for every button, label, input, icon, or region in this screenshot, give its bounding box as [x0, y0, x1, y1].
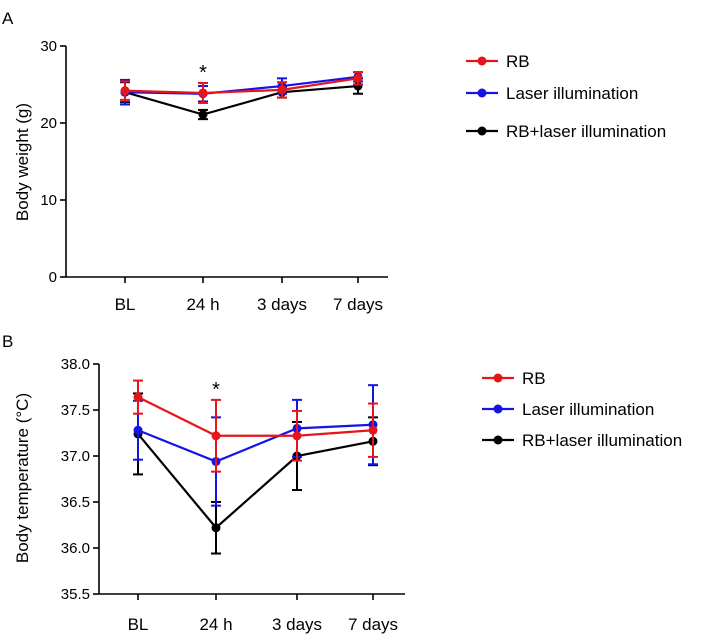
panel-b-letter: B [2, 332, 13, 351]
panel-a-series-rb-laser-illumination [120, 77, 363, 121]
panel-b-y-tick-label: 37.0 [61, 448, 90, 465]
panel-a-series-line [124, 77, 359, 95]
panel-b-data-point [211, 523, 221, 533]
panel-a-legend-label: RB [506, 52, 530, 71]
panel-b-legend-label: RB [522, 369, 546, 388]
panel-b-plot-area: 35.5 36.0 36.5 37.0 37.5 38.0 BL 24 h 3 days 7 da… [61, 356, 405, 634]
panel-a-y-axis-title: Body weight (g) [13, 103, 32, 221]
panel-b-y-axis-title: Body temperature (°C) [13, 393, 32, 563]
panel-b-significance-asterisk: * [212, 379, 220, 401]
panel-b-y-tick-label: 37.5 [61, 402, 90, 419]
panel-a-x-tick-label: 7 days [333, 295, 383, 314]
panel-a-data-point [353, 73, 363, 83]
panel-a-y-tick-label: 30 [40, 38, 57, 55]
panel-b-y-tick-label: 38.0 [61, 356, 90, 373]
panel-b-legend-item: RB+laser illumination [482, 431, 682, 450]
panel-a-legend: RB Laser illumination RB+laser illuminatio… [466, 52, 666, 141]
panel-b: B Body temperature (°C) 35.5 36.0 36.5 37.0… [2, 332, 682, 634]
panel-a-significance-asterisk: * [199, 62, 207, 84]
panel-b-y-tick-label: 36.0 [61, 540, 90, 557]
panel-a-series-line [124, 84, 359, 116]
panel-a-legend-label: Laser illumination [506, 84, 638, 103]
panel-a-letter: A [2, 9, 14, 28]
panel-b-data-point [133, 392, 143, 402]
panel-a-data-point [120, 86, 130, 96]
panel-b-series-rb [133, 379, 378, 473]
panel-b-x-tick-label: 7 days [348, 615, 398, 634]
panel-b-data-point [368, 425, 378, 435]
panel-a-y-tick-label: 20 [40, 115, 57, 132]
panel-a-legend-item: RB+laser illumination [466, 122, 666, 141]
panel-a-data-point [277, 85, 287, 95]
panel-b-y-tick-label: 36.5 [61, 494, 90, 511]
panel-b-legend-swatch-marker [493, 373, 503, 383]
panel-a-series-rb [120, 71, 363, 104]
panel-b-legend-item: Laser illumination [482, 400, 654, 419]
panel-b-y-tick-label: 35.5 [61, 586, 90, 603]
panel-a-legend-swatch-marker [477, 56, 487, 66]
panel-a-legend-swatch-marker [477, 88, 487, 98]
panel-b-legend-swatch-marker [493, 404, 503, 414]
panel-a-legend-item: RB [466, 52, 530, 71]
panel-a-y-tick-label: 10 [40, 192, 57, 209]
panel-a-x-tick-label: 3 days [257, 295, 307, 314]
panel-b-series-line [137, 433, 374, 530]
panel-b-data-point [211, 431, 221, 441]
panel-b-series-laser-illumination [133, 384, 378, 507]
panel-a-data-point [198, 110, 208, 120]
panel-b-series-rb-laser-illumination [133, 392, 378, 555]
panel-b-x-tick-label: 24 h [199, 615, 232, 634]
panel-b-series-line [137, 396, 374, 437]
panel-b-x-tick-label: 3 days [272, 615, 322, 634]
panel-b-x-tick-label: BL [128, 615, 149, 634]
panel-a-legend-swatch-marker [477, 126, 487, 136]
panel-a-plot-area: 0 10 20 30 BL 24 h 3 days 7 days * [40, 38, 388, 314]
panel-b-legend-swatch-marker [493, 435, 503, 445]
panel-b-legend-label: RB+laser illumination [522, 431, 682, 450]
panel-a-x-tick-label: BL [115, 295, 136, 314]
panel-a-legend-label: RB+laser illumination [506, 122, 666, 141]
panel-b-legend-label: Laser illumination [522, 400, 654, 419]
panel-a-y-tick-label: 0 [49, 269, 57, 286]
panel-b-legend-item: RB [482, 369, 546, 388]
panel-a-x-tick-label: 24 h [186, 295, 219, 314]
panel-b-data-point [292, 431, 302, 441]
panel-a-data-point [198, 88, 208, 98]
panel-b-series-line [137, 423, 374, 463]
panel-b-legend: RB Laser illumination RB+laser illuminatio… [482, 369, 682, 450]
panel-b-data-point [133, 425, 143, 435]
panel-a-series-line [124, 75, 359, 95]
panel-a-legend-item: Laser illumination [466, 84, 638, 103]
panel-a: A Body weight (g) 0 10 20 30 BL 24 h 3 days 7 d… [2, 9, 666, 314]
